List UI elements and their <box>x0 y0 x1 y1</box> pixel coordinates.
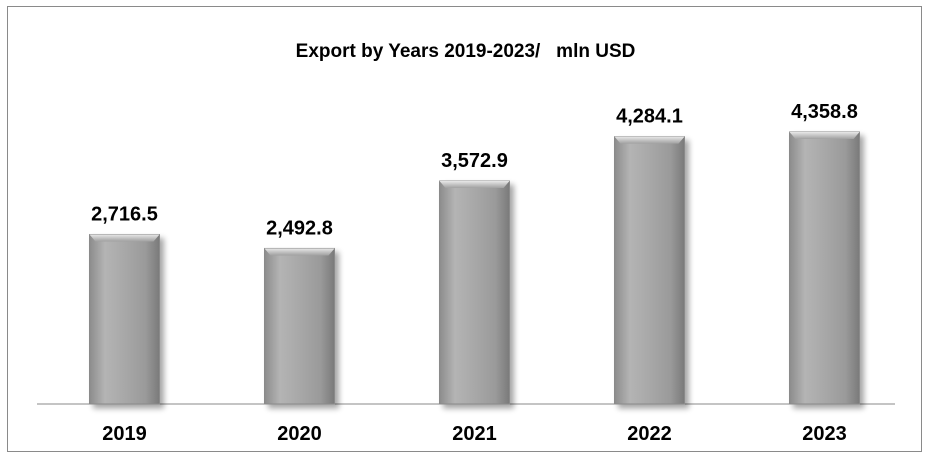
data-label-2022: 4,284.1 <box>616 106 683 128</box>
bar-2021 <box>439 180 510 405</box>
bar-2023 <box>789 131 860 405</box>
x-tick-label-2020: 2020 <box>277 423 322 445</box>
data-label-2023: 4,358.8 <box>791 101 858 123</box>
bar-cap <box>614 136 685 144</box>
x-tick-label-2021: 2021 <box>452 423 497 445</box>
bar-cap <box>264 248 335 256</box>
x-tick-label-2022: 2022 <box>627 423 672 445</box>
data-label-2021: 3,572.9 <box>441 150 508 172</box>
bar-2019 <box>89 233 160 405</box>
bar-2022 <box>614 136 685 405</box>
bar-cap <box>89 234 160 242</box>
data-label-2019: 2,716.5 <box>91 203 158 225</box>
bar-cap <box>789 132 860 139</box>
x-tick-label-2023: 2023 <box>802 423 847 445</box>
chart-title: Export by Years 2019-2023/ mln USD <box>295 41 636 62</box>
bar-cap <box>439 181 510 189</box>
data-label-2020: 2,492.8 <box>266 217 333 239</box>
x-tick-label-2019: 2019 <box>102 423 147 445</box>
bar-2020 <box>264 247 335 405</box>
